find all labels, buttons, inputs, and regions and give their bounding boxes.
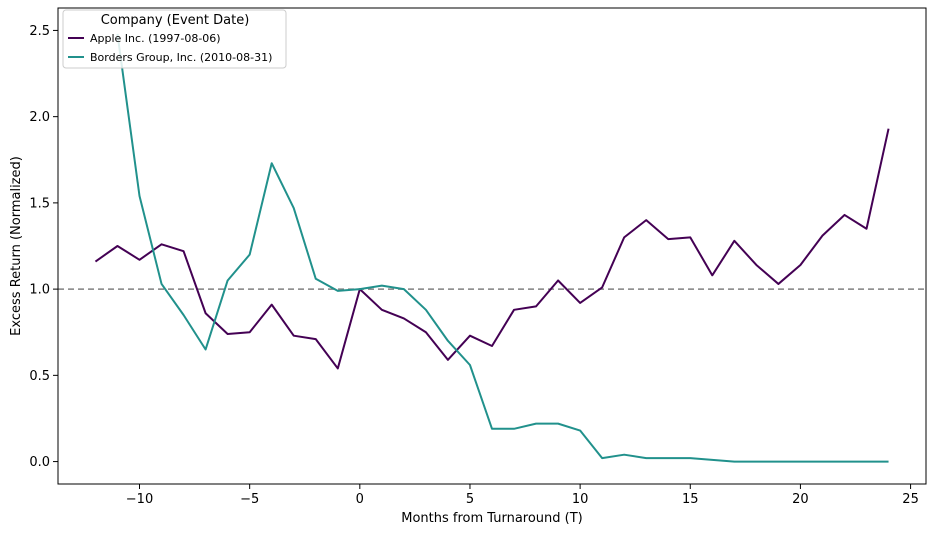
x-tick-label: 20 [792,492,809,507]
x-tick-label: 15 [682,492,699,507]
legend: Company (Event Date) Apple Inc. (1997-08… [62,9,287,69]
y-tick-label: 1.5 [29,196,50,211]
x-axis-label: Months from Turnaround (T) [401,511,583,526]
x-tick-label: 0 [356,492,364,507]
y-tick-label: 0.5 [29,369,50,384]
x-tick-label: −10 [126,492,153,507]
plot-area [58,33,926,463]
legend-title: Company (Event Date) [101,13,250,28]
y-axis-label: Excess Return (Normalized) [9,156,24,336]
x-tick-label: 10 [572,492,589,507]
series-line-0 [94,128,890,370]
series-line-1 [116,33,889,463]
legend-entry-borders: Borders Group, Inc. (2010-08-31) [90,51,272,64]
x-tick-label: 25 [902,492,919,507]
y-tick-label: 2.5 [29,24,50,39]
legend-box [62,9,287,69]
y-tick-label: 1.0 [29,283,50,298]
y-tick-label: 0.0 [29,455,50,470]
plot-frame [57,7,927,485]
y-tick-label: 2.0 [29,110,50,125]
legend-entry-apple: Apple Inc. (1997-08-06) [90,32,221,45]
x-tick-label: −5 [240,492,259,507]
x-tick-label: 5 [466,492,474,507]
axis-ticks: −10 −5 0 5 10 15 20 25 0.0 0.5 1.0 1.5 2.0 2.5 [29,24,919,507]
